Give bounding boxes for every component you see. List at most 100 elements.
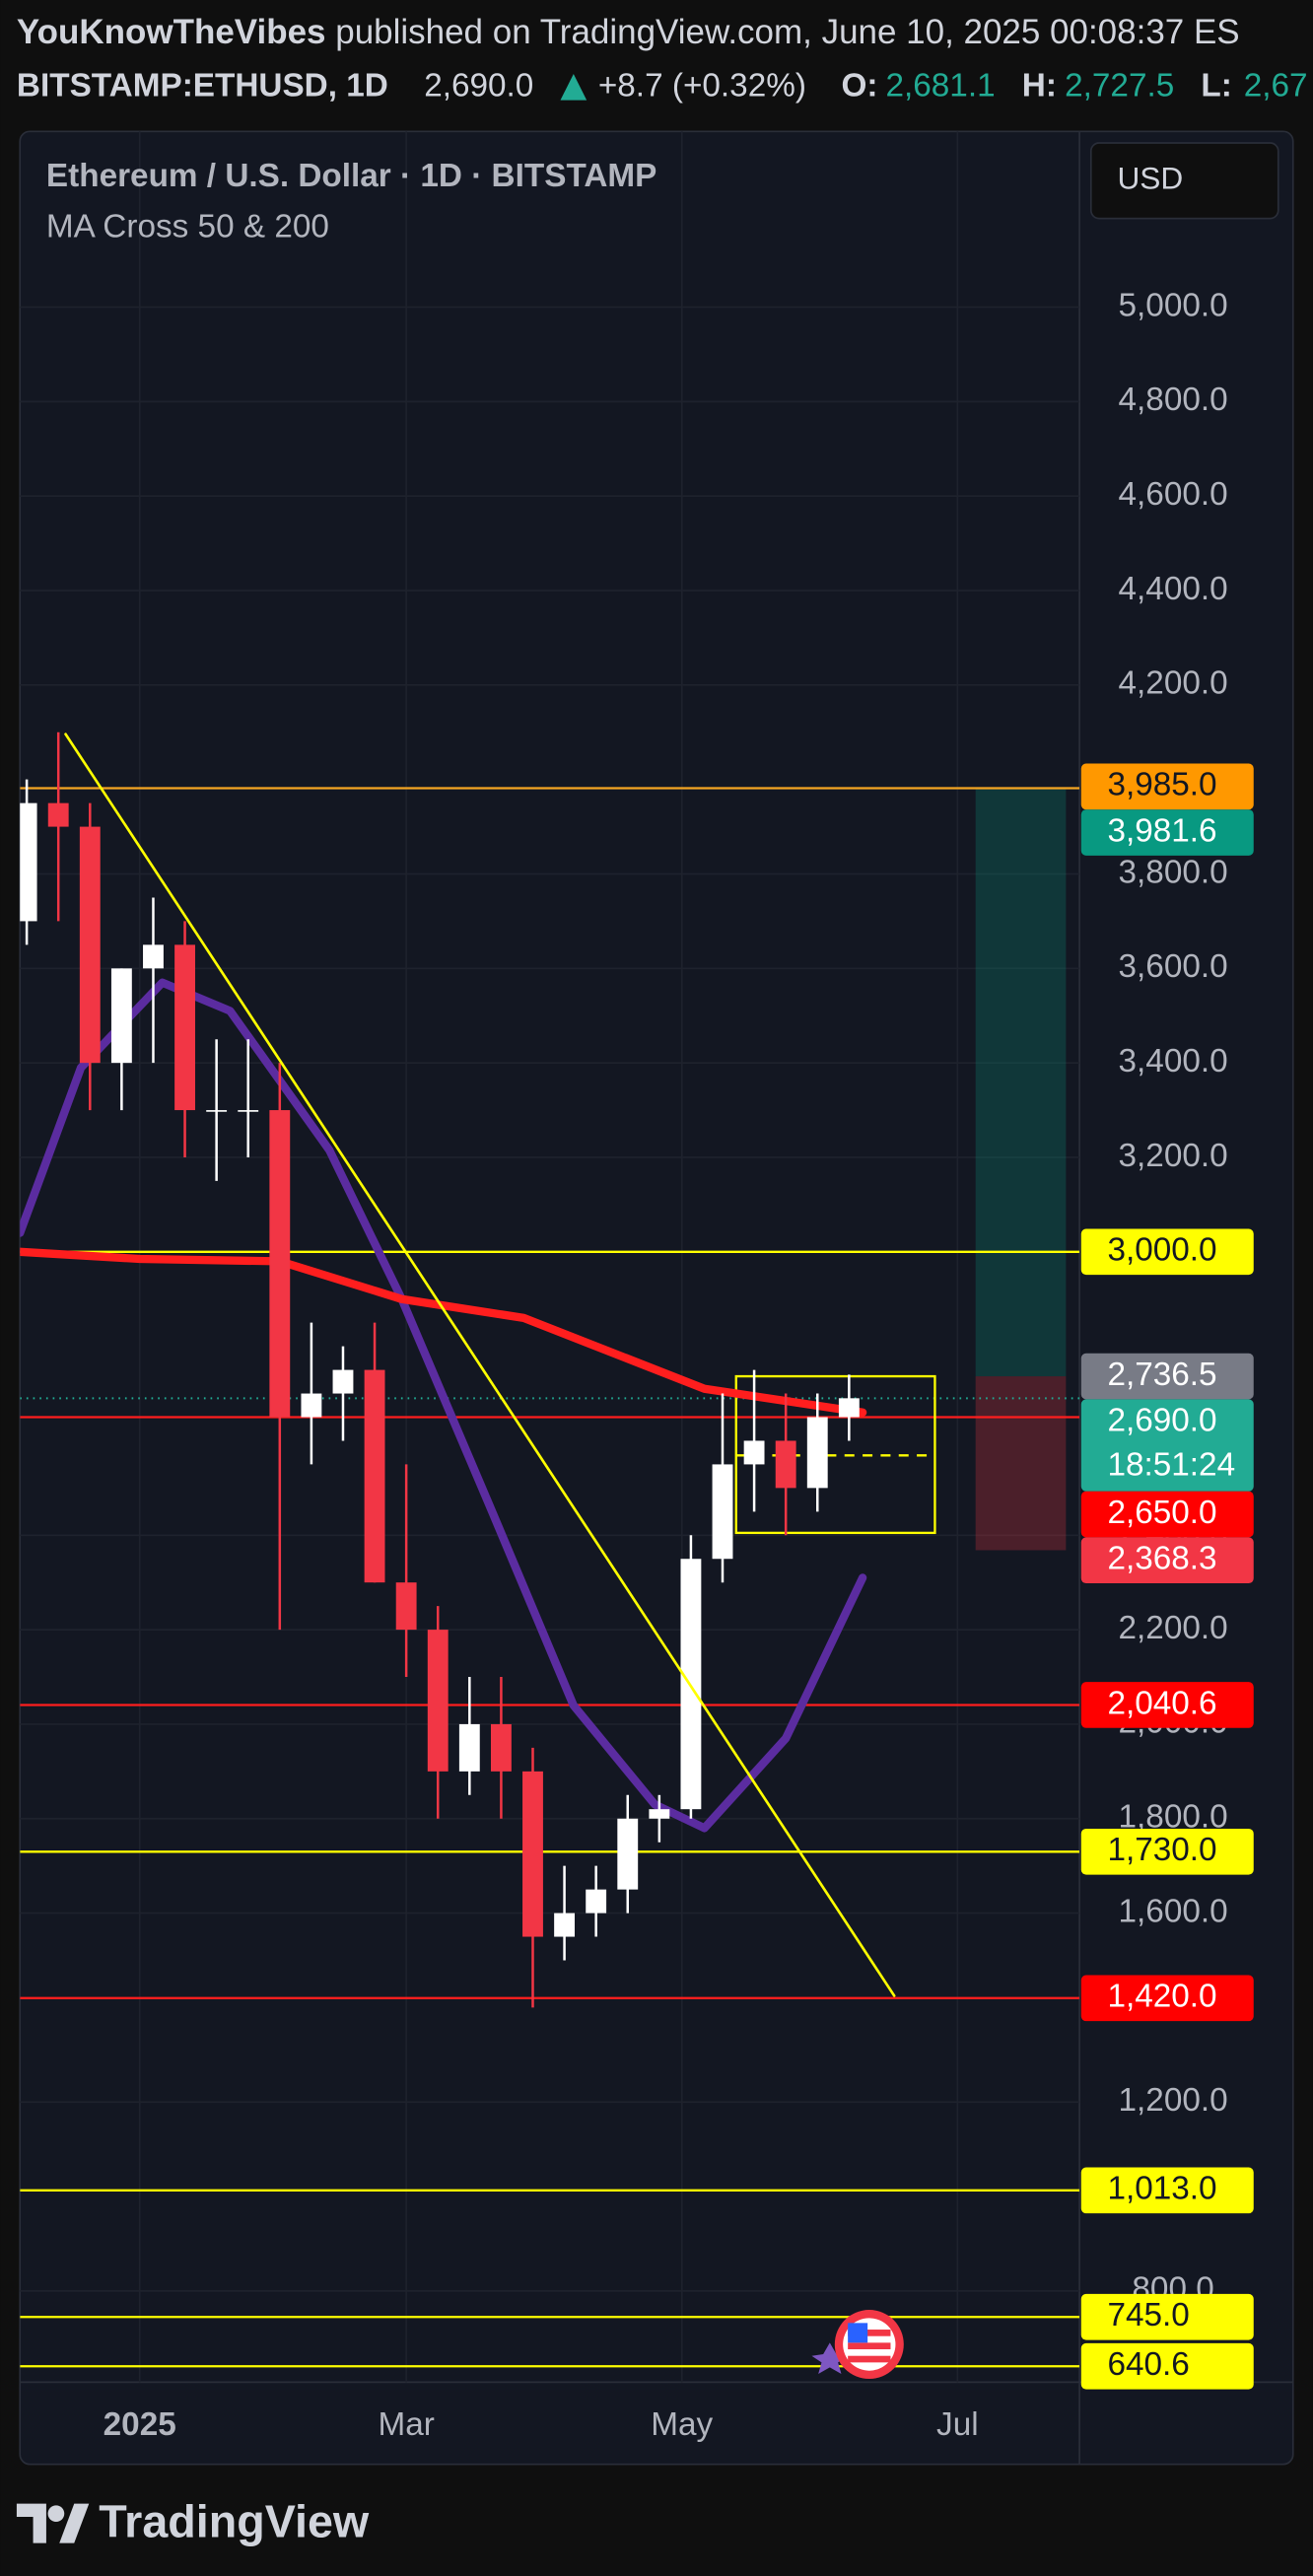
price-tag-label: 3,985.0 [1107,767,1216,803]
candle-body [743,1440,765,1465]
up-arrow [560,73,587,101]
plot [20,731,1080,2368]
indicator-name: MA Cross 50 & 200 [46,208,329,244]
symbol: BITSTAMP:ETHUSD, 1D [17,67,388,104]
publish-line: YouKnowTheVibes published on TradingView… [17,13,1240,51]
position-target-zone [975,788,1067,1377]
candle-body [617,1818,639,1890]
candle-body [490,1723,512,1772]
price-tags: 3,985.0 3,981.6 3,000.0 2,736.5 2,690.0 18:51… [1080,763,1254,2390]
price-tag [1080,1537,1254,1584]
y-tick-label: 2,200.0 [1119,1610,1228,1646]
price: 2,690.0 [424,67,533,104]
price-tag [1080,1399,1254,1492]
candle-body [47,802,69,827]
price-tag-label: 2,368.3 [1107,1540,1216,1576]
candle-body [838,1398,860,1418]
price-tag [1080,1491,1254,1538]
low: 2,67 [1244,67,1308,104]
author: YouKnowTheVibes [17,13,326,51]
y-tick-label: 1,600.0 [1119,1893,1228,1929]
y-tick-label: 5,000.0 [1119,287,1228,323]
x-tick-label: Mar [378,2406,434,2443]
currency-button[interactable] [1089,142,1279,220]
candle-body [522,1771,543,1937]
candle-body [174,944,195,1111]
chart-panel [19,130,1294,2466]
candle-body [775,1440,796,1489]
y-tick-label: 3,600.0 [1119,948,1228,985]
price-tag-label: 2,040.6 [1107,1685,1216,1721]
price-tag [1080,809,1254,856]
high-label: H: [1022,67,1057,104]
y-tick-label: 4,400.0 [1119,571,1228,607]
candle-body [806,1417,828,1489]
symbol-line: BITSTAMP:ETHUSD, 1D 2,690.0 +8.7 (+0.32%… [17,67,1308,104]
price-tag [1080,1682,1254,1728]
price-tag-label: 2,736.5 [1107,1357,1216,1393]
x-tick-label: 2025 [104,2406,176,2443]
y-tick-label: 4,800.0 [1119,382,1228,418]
candle-body [143,944,164,969]
price-tag [1080,2293,1254,2340]
candle-body [110,968,132,1064]
price-tag-label: 1,730.0 [1107,1832,1216,1868]
y-tick-label: 3,800.0 [1119,854,1228,890]
moving-average [20,1247,867,1417]
chart-title: Ethereum / U.S. Dollar · 1D · BITSTAMP [46,158,656,194]
candle-body [206,1110,228,1112]
published: published on TradingView.com, June 10, 2… [326,13,1240,51]
price-tag [1080,1353,1254,1400]
y-tick-label: 4,200.0 [1119,665,1228,702]
price-tag [1080,763,1254,810]
price-tag [1080,1828,1254,1875]
candle-body [586,1889,607,1914]
grid [20,131,1080,2383]
y-tick-label: 1,200.0 [1119,2082,1228,2119]
candle-body [238,1110,259,1112]
change: +8.7 (+0.32%) [598,67,806,104]
low-label: L: [1201,67,1231,104]
open-label: O: [841,67,877,104]
price-tag-label: 3,981.6 [1107,812,1216,849]
brand: TradingView [99,2496,370,2547]
price-tag-label: 2,690.0 [1107,1403,1216,1439]
price-countdown: 18:51:24 [1107,1447,1235,1484]
candle-body [269,1110,291,1418]
price-tag [1080,1228,1254,1276]
moving-average [20,978,867,1833]
candle-body [20,802,37,922]
candle-body [712,1464,733,1560]
x-tick-label: May [651,2406,713,2443]
event-flag [811,2310,904,2380]
candle-body [332,1369,354,1394]
price-tag-label: 3,000.0 [1107,1232,1216,1269]
trendline [64,732,896,1997]
price-tag-label: 745.0 [1107,2297,1189,2333]
high: 2,727.5 [1065,67,1174,104]
position-stop-zone [975,1376,1067,1551]
price-tag-label: 640.6 [1107,2346,1189,2383]
y-tick-label: 3,200.0 [1119,1138,1228,1174]
price-tag-label: 1,420.0 [1107,1979,1216,2015]
candle-body [395,1582,417,1631]
candle-body [458,1723,480,1772]
price-tag [1080,1975,1254,2022]
candle-body [79,826,101,1064]
x-tick-label: Jul [936,2406,979,2443]
candle-body [554,1913,576,1937]
price-tag-label: 2,650.0 [1107,1495,1216,1531]
candle-body [301,1393,322,1418]
y-tick-label: 4,600.0 [1119,476,1228,513]
open: 2,681.1 [885,67,995,104]
candle-body [427,1630,449,1772]
price-tag [1080,2342,1254,2390]
price-tag [1080,2167,1254,2214]
price-tag-label: 1,013.0 [1107,2171,1216,2207]
candle-body [364,1369,385,1583]
currency[interactable]: USD [1117,161,1183,196]
y-tick-label: 3,400.0 [1119,1043,1228,1079]
candle-body [649,1809,670,1819]
